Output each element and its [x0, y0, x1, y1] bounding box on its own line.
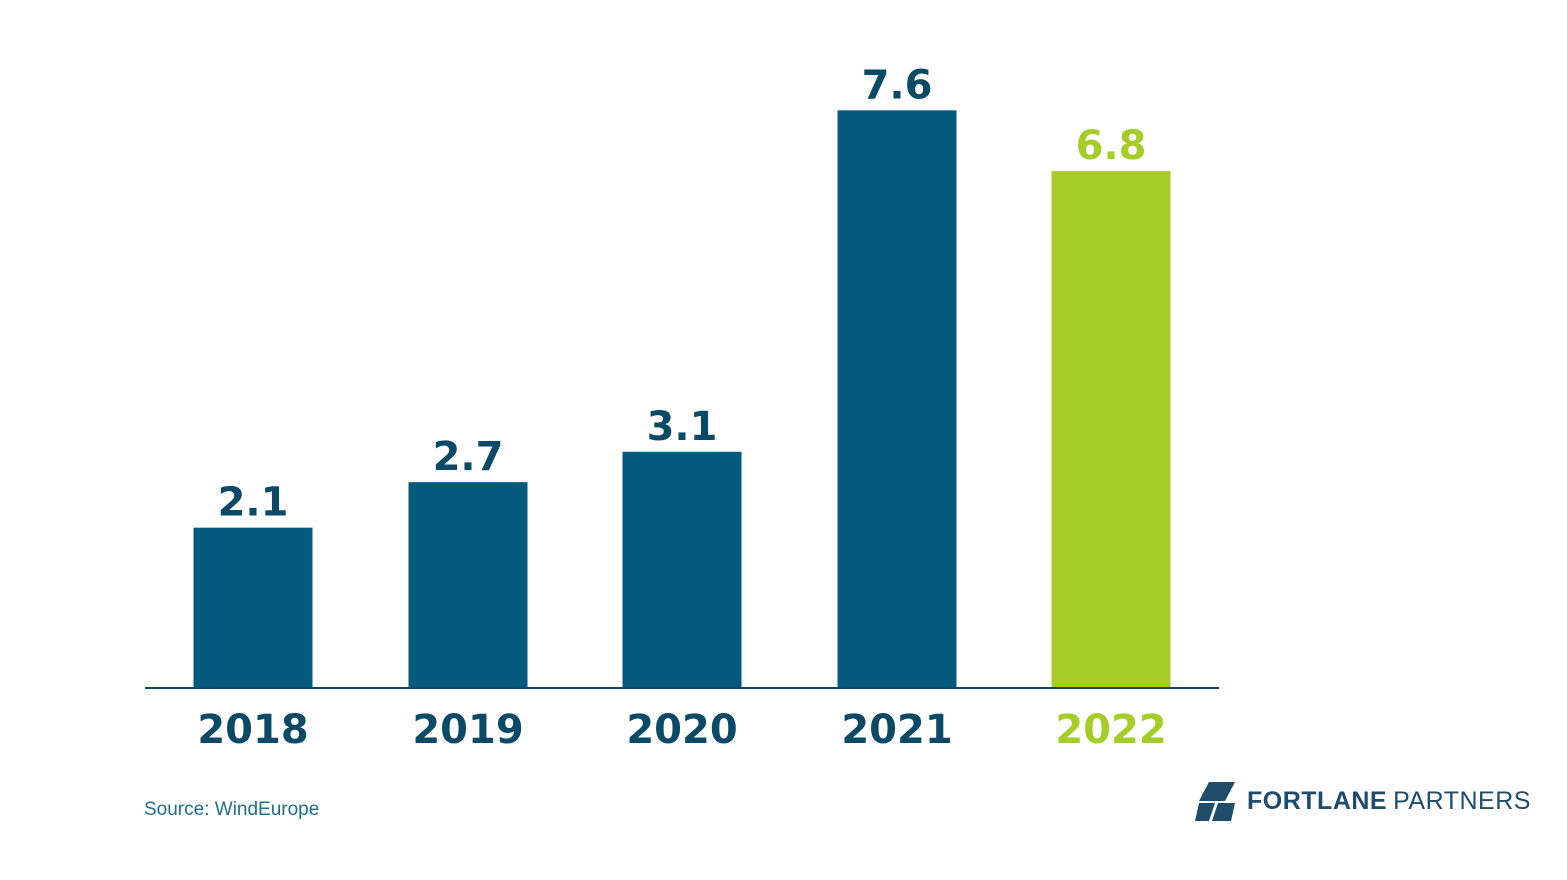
bar-2018 — [193, 527, 313, 687]
bar-value-label-2021: 7.6 — [862, 62, 933, 108]
x-tick-label-2019: 2019 — [412, 707, 523, 753]
x-tick-label-2022: 2022 — [1055, 707, 1166, 753]
brand-logo: FORTLANE PARTNERS — [1195, 779, 1531, 823]
logo-wordmark: FORTLANE PARTNERS — [1247, 787, 1531, 816]
bar-value-label-2018: 2.1 — [218, 480, 289, 526]
bar-2019 — [408, 482, 528, 687]
fortlane-cube-icon — [1195, 782, 1235, 821]
logo-word-fortlane: FORTLANE — [1247, 786, 1388, 815]
bar-2022 — [1051, 171, 1171, 688]
logo-word-partners: PARTNERS — [1393, 786, 1531, 815]
x-tick-label-2020: 2020 — [626, 707, 737, 753]
bar-2021 — [837, 110, 957, 688]
bar-2020 — [622, 451, 742, 687]
x-tick-labels: 2018 2019 2020 2021 2022 — [197, 707, 1166, 753]
x-tick-label-2018: 2018 — [197, 707, 308, 753]
bars-group — [193, 110, 1171, 688]
x-tick-label-2021: 2021 — [841, 707, 952, 753]
bar-value-label-2022: 6.8 — [1076, 123, 1147, 169]
source-note: Source: WindEurope — [144, 799, 320, 820]
bar-value-labels: 2.1 2.7 3.1 7.6 6.8 — [218, 62, 1147, 525]
bar-value-label-2019: 2.7 — [433, 434, 504, 480]
bar-value-label-2020: 3.1 — [647, 404, 718, 450]
